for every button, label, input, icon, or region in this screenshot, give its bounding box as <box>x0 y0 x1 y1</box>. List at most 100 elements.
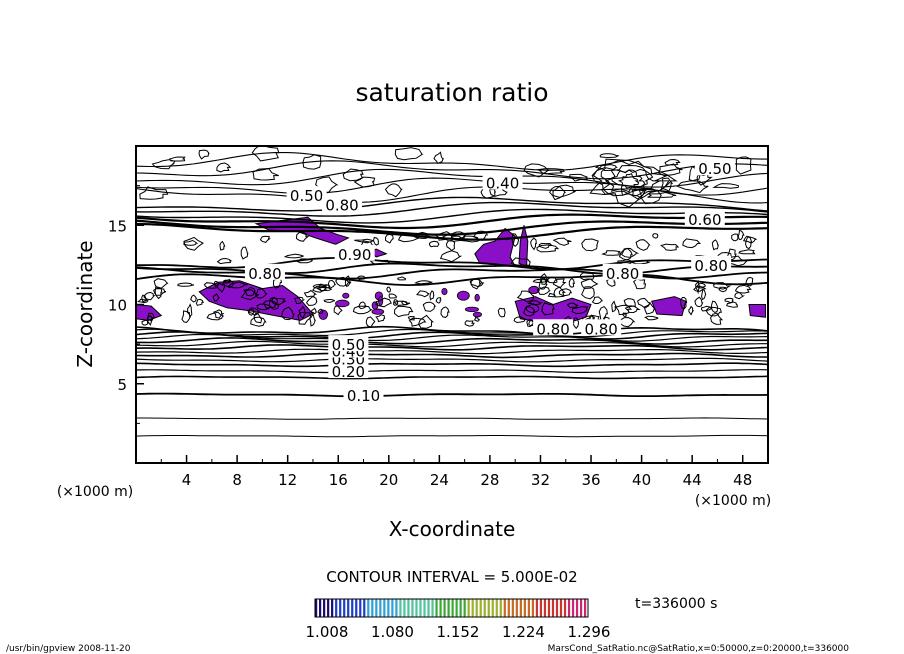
contour-line <box>136 357 768 363</box>
contour-line <box>136 392 768 398</box>
supersaturated-region <box>136 303 163 321</box>
colorbar-swatch <box>339 599 342 617</box>
colorbar-tick-label: 1.224 <box>502 623 545 641</box>
supersaturated-cell <box>474 293 480 302</box>
colorbar-swatch <box>427 599 430 617</box>
contour-ring <box>611 169 646 193</box>
contour-cell <box>342 168 364 182</box>
contour-ring <box>617 173 640 189</box>
contour-cell <box>516 290 535 303</box>
contour-label-text: 0.40 <box>486 174 519 192</box>
contour-label-text: 0.90 <box>338 246 371 264</box>
contour-label: 0.80 <box>322 195 363 215</box>
contour-cell <box>281 306 295 321</box>
contour-cell <box>470 278 485 288</box>
contour-cell <box>177 282 195 287</box>
contour-label-mask <box>322 195 363 212</box>
contour-cell <box>718 286 728 293</box>
contour-cell <box>251 146 280 162</box>
contour-cell <box>434 231 457 241</box>
colorbar-swatch <box>395 599 398 617</box>
colorbar-swatch <box>423 599 426 617</box>
supersaturated-cell <box>472 311 483 318</box>
contour-label: 0.80 <box>691 255 732 275</box>
contour-cell <box>440 306 450 318</box>
x-tick-label: 16 <box>329 471 348 489</box>
colorbar-swatch <box>583 599 587 617</box>
colorbar-swatch <box>375 599 378 617</box>
contour-label-text: 0.80 <box>325 197 358 215</box>
contour-line <box>136 337 768 345</box>
contour-cell <box>297 311 312 325</box>
contour-cell <box>333 305 343 316</box>
contour-line <box>136 222 768 241</box>
contour-cell <box>568 277 576 288</box>
colorbar-swatch <box>431 599 434 617</box>
contour-cell <box>335 276 351 287</box>
contour-line <box>136 348 768 355</box>
contour-label-text: 0.80 <box>606 265 639 283</box>
colorbar-swatch <box>499 599 502 617</box>
supersaturated-cell <box>441 287 448 296</box>
contour-cell <box>375 314 386 323</box>
colorbar-swatch <box>319 599 322 617</box>
contour-label-mask <box>533 319 574 336</box>
colorbar-swatch <box>327 599 330 617</box>
contour-label: 0.20 <box>328 362 369 381</box>
contour-cell <box>394 147 424 161</box>
contour-cell <box>219 240 226 251</box>
colorbar-swatch <box>347 599 350 617</box>
contour-label: 0.50 <box>286 186 327 205</box>
contour-cell <box>566 302 579 309</box>
contour-ring <box>604 168 654 196</box>
colorbar-swatch <box>467 599 470 617</box>
contour-cell <box>552 278 567 289</box>
colorbar-swatch <box>459 599 462 617</box>
contour-label: 0.10 <box>343 385 384 405</box>
contour-cell <box>552 184 576 198</box>
contour-label: 0.50 <box>694 159 735 178</box>
contour-line <box>136 257 768 270</box>
contour-cell <box>418 314 434 329</box>
contour-cell <box>734 284 752 294</box>
colorbar-swatch <box>511 599 514 617</box>
supersaturated-cell <box>456 290 470 301</box>
contour-cell <box>153 278 169 289</box>
contour-cell <box>215 282 226 293</box>
colorbar-swatch <box>343 599 346 617</box>
colorbar-swatch <box>447 599 450 617</box>
contour-line <box>136 417 768 420</box>
colorbar-swatch <box>463 599 466 617</box>
contour-line <box>136 328 768 338</box>
contour-label-text: 0.80 <box>694 257 727 275</box>
colorbar-swatch <box>543 599 547 617</box>
colorbar-swatch <box>547 599 551 617</box>
contour-label-text: 0.60 <box>688 211 721 229</box>
contour-label: 0.40 <box>482 173 523 192</box>
contour-cell <box>365 316 376 328</box>
contour-label-text: 0.20 <box>332 363 365 381</box>
contour-label: 0.80 <box>244 263 285 283</box>
x-tick-label: 44 <box>683 471 702 489</box>
contour-label-mask <box>328 362 369 379</box>
contour-cell <box>388 293 398 299</box>
contour-cell <box>295 231 310 242</box>
contour-line <box>136 375 768 380</box>
contour-cell <box>312 285 327 293</box>
contour-cell <box>137 298 149 304</box>
colorbar-swatch <box>419 599 422 617</box>
contour-cell <box>734 291 746 300</box>
colorbar-frame <box>314 598 589 618</box>
contour-cell <box>638 187 663 205</box>
contour-cell <box>146 315 153 326</box>
contour-cell <box>298 305 307 319</box>
contour-cell <box>581 238 599 252</box>
contour-cell <box>538 242 553 249</box>
colorbar-swatch <box>391 599 394 617</box>
contour-cell <box>688 305 695 316</box>
contour-line <box>136 151 768 171</box>
x-tick-label: 40 <box>632 471 651 489</box>
contour-cell <box>369 259 392 265</box>
supersaturated-cell <box>371 301 379 310</box>
